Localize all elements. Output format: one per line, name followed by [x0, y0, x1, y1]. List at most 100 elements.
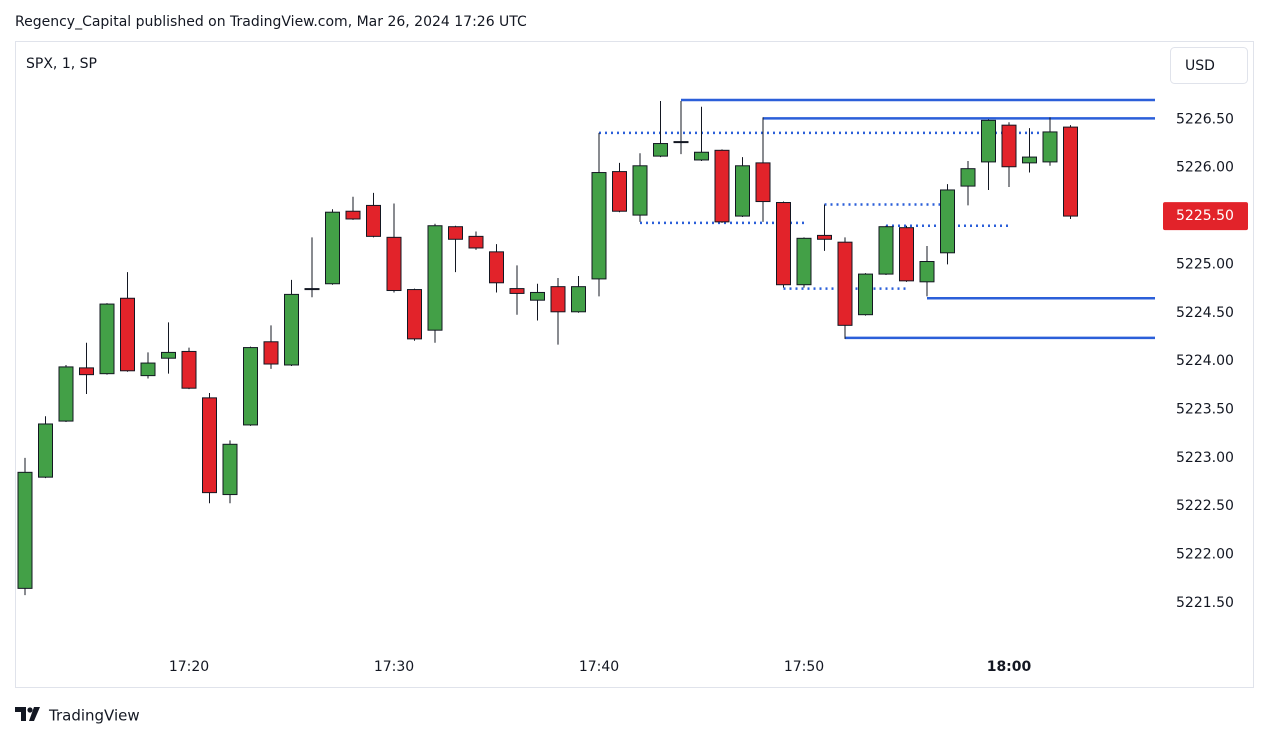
candle-body — [591, 172, 607, 280]
candle-body — [120, 297, 135, 372]
candle — [161, 322, 176, 374]
y-tick-label: 5225.00 — [1176, 256, 1234, 272]
candle-body — [222, 443, 238, 496]
candle — [940, 184, 955, 265]
candle-body — [694, 151, 709, 161]
candle-body — [58, 366, 74, 422]
candle — [550, 277, 566, 345]
candle — [222, 440, 238, 504]
candle — [591, 132, 607, 297]
candle — [509, 265, 525, 315]
candle-body — [407, 289, 422, 340]
candle — [325, 209, 340, 285]
candle — [468, 231, 484, 250]
y-tick-label: 5224.00 — [1176, 353, 1234, 369]
candle-body — [612, 171, 627, 212]
candle — [858, 273, 873, 316]
candle-body — [776, 202, 791, 286]
candle-body — [755, 162, 771, 203]
brand: TradingView — [48, 707, 140, 725]
x-tick-label: 17:20 — [169, 659, 209, 675]
candle-body — [489, 251, 504, 284]
x-tick-label: 17:50 — [784, 659, 824, 675]
candle-body — [263, 341, 279, 365]
candle-body — [653, 143, 668, 157]
candle — [899, 225, 914, 282]
logo — [15, 707, 40, 721]
x-tick-label: 17:40 — [579, 659, 619, 675]
candle — [304, 237, 320, 298]
candle-body — [99, 303, 115, 375]
candle — [140, 352, 156, 379]
candle — [99, 303, 115, 375]
candle — [878, 225, 894, 276]
candle-body — [1042, 131, 1058, 163]
candle-body — [79, 367, 94, 376]
candle-body — [632, 165, 648, 216]
candle-body — [940, 189, 955, 254]
candle-body — [427, 225, 443, 331]
candle-body — [304, 288, 320, 291]
candle — [612, 162, 627, 213]
candle — [981, 119, 996, 190]
candle-body — [1022, 156, 1037, 164]
candle — [386, 203, 402, 293]
candle — [58, 364, 74, 423]
candle — [796, 237, 812, 288]
candle — [817, 204, 832, 251]
candle — [427, 223, 443, 343]
candle-body — [878, 226, 894, 275]
y-tick-label: 5226.50 — [1176, 111, 1234, 127]
candle-body — [1063, 126, 1078, 217]
y-tick-label: 5223.00 — [1176, 450, 1234, 466]
candle-body — [161, 351, 176, 359]
candle — [694, 106, 709, 161]
candle — [632, 153, 648, 222]
candle-body — [468, 235, 484, 249]
candle-body — [140, 362, 156, 377]
candle — [366, 192, 381, 238]
price-label: 5225.50 — [1176, 208, 1234, 224]
candle — [755, 117, 771, 222]
candle — [1063, 125, 1078, 219]
x-tick-label: 18:00 — [987, 659, 1032, 675]
candle-body — [38, 423, 53, 478]
candle — [714, 149, 730, 223]
y-tick-label: 5224.50 — [1176, 305, 1234, 321]
candle — [776, 201, 791, 288]
candle — [17, 457, 33, 596]
candle-body — [345, 210, 361, 220]
candle-body — [919, 261, 935, 283]
candle-body — [796, 237, 812, 286]
candle — [1022, 128, 1037, 173]
candle-body — [509, 288, 525, 294]
candle-body — [981, 119, 996, 163]
candle-body — [837, 241, 853, 326]
candle-body — [817, 234, 832, 240]
symbol-title: SPX, 1, SP — [26, 56, 97, 72]
candle — [653, 100, 668, 158]
candle-body — [530, 291, 545, 301]
candle-body — [366, 204, 381, 237]
candle-body — [325, 211, 340, 285]
candle-body — [960, 168, 976, 187]
candle-body — [550, 286, 566, 313]
currency-box[interactable] — [1170, 47, 1248, 84]
candle — [530, 283, 545, 321]
y-tick-label: 5222.00 — [1176, 547, 1234, 563]
candle — [202, 393, 217, 504]
candle — [735, 157, 750, 218]
candle-body — [673, 141, 689, 144]
x-tick-label: 17:30 — [374, 659, 414, 675]
price-label-box — [1163, 202, 1248, 231]
y-tick-label: 5221.50 — [1176, 595, 1234, 611]
candle — [120, 272, 135, 372]
candle-body — [202, 397, 217, 494]
header: Regency_Capital published on TradingView… — [15, 14, 527, 30]
y-tick-label: 5222.50 — [1176, 498, 1234, 514]
candle — [673, 100, 689, 155]
y-tick-label: 5226.00 — [1176, 160, 1234, 176]
candle-body — [899, 227, 914, 282]
